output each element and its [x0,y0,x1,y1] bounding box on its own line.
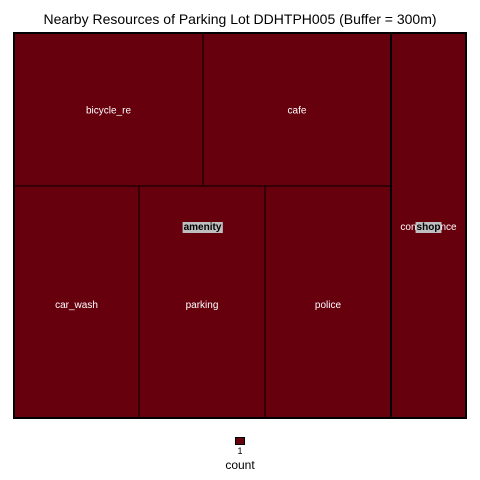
treemap-border [13,32,467,419]
cell-label: parking [186,300,219,311]
cell-label: car_wash [55,300,98,311]
legend-title: count [225,458,255,472]
cell-label: bicycle_re [86,106,131,117]
legend-key [235,437,245,445]
group-label-bg [182,222,223,233]
chart-title: Nearby Resources of Parking Lot DDHTPH00… [43,11,437,27]
legend-value: 1 [237,446,243,456]
group-label-bg [415,222,442,233]
group-label: shop [417,222,441,233]
treemap-cell [264,185,392,419]
cell-label: police [315,300,342,311]
treemap-cell [202,32,392,187]
cell-label: cafe [288,106,307,117]
group-label: amenity [184,222,222,233]
